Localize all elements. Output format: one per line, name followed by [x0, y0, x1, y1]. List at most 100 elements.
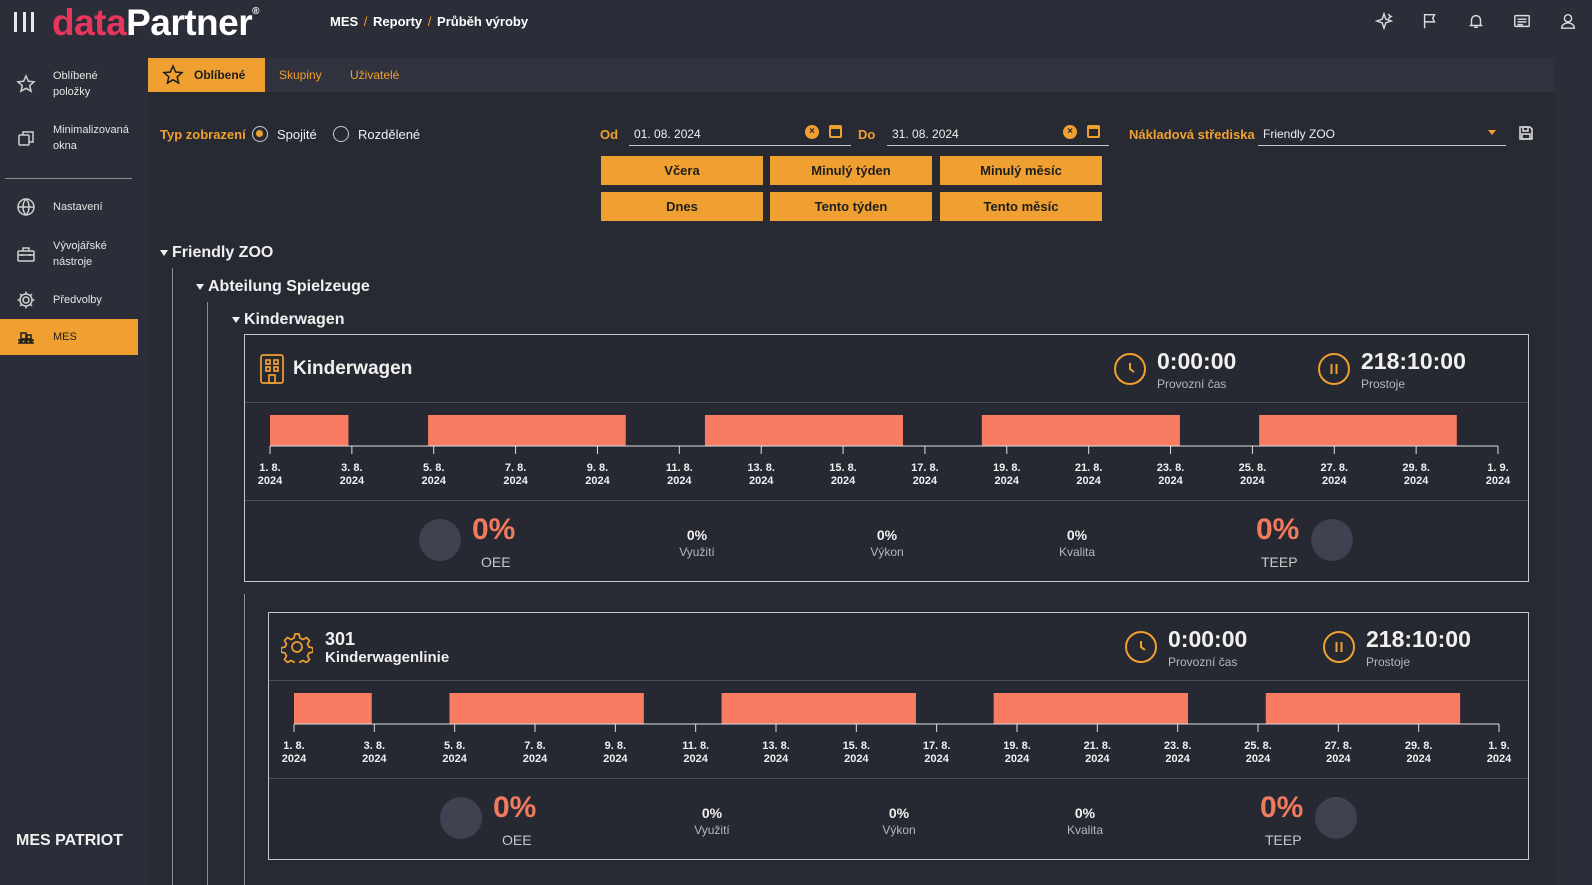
performance-label: Výkon: [882, 823, 916, 837]
this-month-button[interactable]: Tento měsíc: [940, 192, 1102, 221]
breadcrumb-item-reports[interactable]: Reporty: [373, 14, 423, 29]
quality-label: Kvalita: [1058, 545, 1096, 559]
timeline-tick-label: 9. 8. 2024: [603, 740, 628, 765]
sidebar-item-dev-tools[interactable]: Vývojářské nástroje: [0, 232, 138, 276]
sidebar-item-label: Předvolby: [53, 294, 102, 306]
teep-gauge: [1311, 519, 1353, 561]
breadcrumb-item-mes[interactable]: MES: [330, 14, 359, 29]
workplace-card: Kinderwagen 0:00:00 Provozní čas 218:10:…: [244, 334, 1529, 582]
downtime-bar[interactable]: [428, 415, 626, 446]
from-date-field[interactable]: 01. 08. 2024 ×: [629, 122, 851, 146]
utilization-value: 0%: [686, 527, 708, 543]
timeline-tick-label: 21. 8. 2024: [1084, 740, 1112, 765]
sidebar-divider: [5, 178, 132, 179]
cost-center-select[interactable]: Friendly ZOO: [1258, 122, 1506, 146]
hamburger-menu-icon[interactable]: [14, 12, 34, 34]
ai-sparkle-icon[interactable]: [1374, 11, 1394, 31]
timeline-tick-label: 1. 8. 2024: [282, 740, 307, 765]
downtime-bar[interactable]: [721, 693, 916, 724]
star-icon: [162, 64, 184, 85]
performance-value: 0%: [888, 805, 910, 821]
tab-label: Oblíbené: [194, 68, 246, 82]
downtime-bar[interactable]: [449, 693, 644, 724]
breadcrumb-separator: /: [427, 14, 432, 29]
timeline-tick-label: 7. 8. 2024: [503, 462, 528, 487]
downtime-value: 218:10:00: [1366, 626, 1471, 652]
teep-value: 0%: [1256, 513, 1300, 546]
machine-card: 301 Kinderwagenlinie 0:00:00 Provozní ča…: [268, 612, 1529, 860]
app-logo[interactable]: dataPartner®: [52, 2, 260, 43]
sidebar-item-preferences[interactable]: Předvolby: [0, 284, 138, 316]
sidebar-item-label: Nastavení: [53, 201, 103, 213]
sidebar-item-minimized-windows[interactable]: Minimalizovaná okna: [0, 114, 138, 162]
timeline-tick-label: 23. 8. 2024: [1164, 740, 1192, 765]
clock-icon: [1114, 353, 1146, 385]
sidebar-item-favorites[interactable]: Oblíbené položky: [0, 60, 138, 108]
last-month-button[interactable]: Minulý měsíc: [940, 156, 1102, 185]
cost-center-value: Friendly ZOO: [1263, 127, 1336, 141]
sidebar-item-label: Vývojářské nástroje: [53, 240, 107, 268]
tree-node-department[interactable]: Abteilung Spielzeuge: [196, 278, 370, 296]
tab-favorites[interactable]: Oblíbené: [148, 58, 265, 92]
sidebar-item-label: Oblíbené položky: [53, 70, 98, 98]
tree-node-company[interactable]: Friendly ZOO: [160, 244, 273, 262]
oee-gauge: [440, 797, 482, 839]
yesterday-button[interactable]: Včera: [601, 156, 763, 185]
utilization-label: Využití: [679, 545, 715, 559]
operating-time-value: 0:00:00: [1168, 626, 1248, 652]
operating-time-label: Provozní čas: [1157, 377, 1227, 391]
bell-icon[interactable]: [1466, 11, 1486, 31]
tree-line: [207, 302, 208, 885]
card-title: Kinderwagen: [293, 358, 413, 379]
clear-icon[interactable]: ×: [805, 125, 819, 139]
radio-split[interactable]: Rozdělené: [333, 126, 420, 142]
tab-users[interactable]: Uživatelé: [350, 68, 400, 82]
toolbox-icon: [16, 244, 36, 264]
downtime-label: Prostoje: [1366, 655, 1411, 669]
timeline-tick-label: 21. 8. 2024: [1075, 462, 1103, 487]
sidebar-item-settings[interactable]: Nastavení: [0, 191, 138, 223]
to-date-field[interactable]: 31. 08. 2024 ×: [887, 122, 1109, 146]
view-type-label: Typ zobrazení: [160, 127, 246, 142]
timeline-tick-label: 13. 8. 2024: [762, 740, 790, 765]
building-icon: [258, 353, 286, 385]
breadcrumb: MES / Reporty / Průběh výroby: [330, 14, 528, 29]
downtime-bar[interactable]: [981, 415, 1180, 446]
calendar-icon[interactable]: [829, 125, 842, 138]
downtime-value: 218:10:00: [1361, 348, 1466, 374]
top-icons: [1374, 11, 1578, 31]
downtime-bar[interactable]: [993, 693, 1189, 724]
downtime-bar[interactable]: [294, 693, 372, 724]
calendar-icon[interactable]: [1087, 125, 1100, 138]
news-icon[interactable]: [1512, 11, 1532, 31]
today-button[interactable]: Dnes: [601, 192, 763, 221]
card-header: 301 Kinderwagenlinie 0:00:00 Provozní ča…: [269, 613, 1528, 681]
downtime-bar[interactable]: [1265, 693, 1461, 724]
windows-icon: [16, 128, 36, 148]
performance-kpi: 0% Výkon: [859, 805, 939, 837]
downtime-bar[interactable]: [270, 415, 349, 446]
tab-groups[interactable]: Skupiny: [279, 68, 322, 82]
tree-node-workplace[interactable]: Kinderwagen: [232, 311, 344, 329]
downtime-bar[interactable]: [1259, 415, 1457, 446]
operating-time-label: Provozní čas: [1168, 655, 1238, 669]
timeline-tick-label: 15. 8. 2024: [829, 462, 857, 487]
downtime-bar[interactable]: [704, 415, 904, 446]
timeline-tick-label: 15. 8. 2024: [843, 740, 871, 765]
machine-code: 301: [325, 629, 356, 649]
sidebar-item-mes[interactable]: MES: [0, 319, 138, 355]
save-icon[interactable]: [1518, 125, 1534, 141]
pause-icon: [1323, 631, 1355, 663]
user-icon[interactable]: [1558, 11, 1578, 31]
radio-selected-icon: [252, 126, 268, 142]
clear-icon[interactable]: ×: [1063, 125, 1077, 139]
sidebar-item-label: MES: [53, 331, 77, 343]
timeline-tick-label: 29. 8. 2024: [1405, 740, 1433, 765]
last-week-button[interactable]: Minulý týden: [770, 156, 932, 185]
timeline-tick-label: 1. 9. 2024: [1486, 462, 1511, 487]
this-week-button[interactable]: Tento týden: [770, 192, 932, 221]
radio-continuous[interactable]: Spojité: [252, 126, 317, 142]
oee-gauge: [419, 519, 461, 561]
teep-label: TEEP: [1261, 554, 1298, 570]
flag-icon[interactable]: [1420, 11, 1440, 31]
